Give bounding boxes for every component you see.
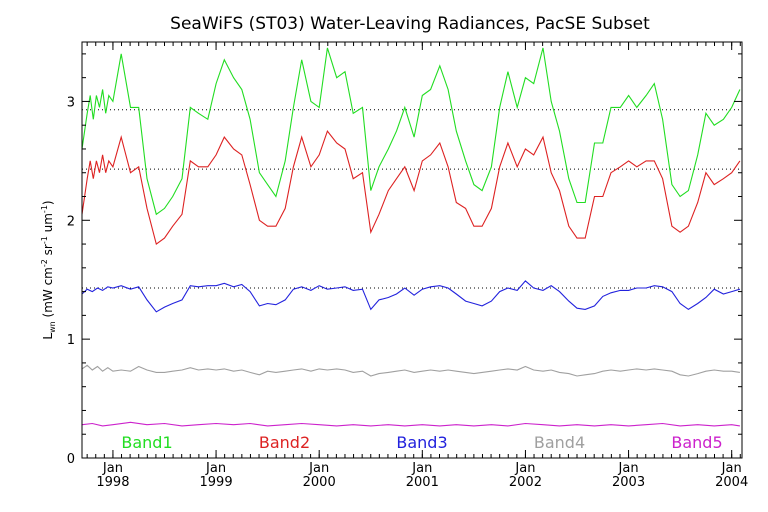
y-tick-label: 2: [67, 214, 75, 229]
ylabel-units: (mW cm: [41, 267, 55, 321]
y-tick-label: 0: [67, 452, 75, 467]
legend-label-band3: Band3: [396, 433, 447, 452]
x-tick-month-label: Jan: [721, 461, 742, 476]
plot-frame: [81, 41, 743, 459]
ylabel-main: L: [41, 333, 55, 340]
x-tick-month-label: Jan: [411, 461, 432, 476]
x-tick-year-label: 2002: [509, 475, 542, 490]
x-tick-year-label: 2003: [612, 475, 645, 490]
x-tick-year-label: 2001: [406, 475, 439, 490]
plot-area: 0123Jan1998Jan1999Jan2000Jan2001Jan2002J…: [67, 41, 748, 490]
series-line-band5: [81, 421, 740, 427]
x-tick-month-label: Jan: [205, 461, 226, 476]
series-line-band4: [81, 364, 740, 377]
x-tick-year-label: 2004: [715, 475, 748, 490]
x-tick-month-label: Jan: [308, 461, 329, 476]
chart-title: SeaWiFS (ST03) Water-Leaving Radiances, …: [170, 14, 650, 34]
ylabel-mid2: um: [41, 213, 55, 236]
y-tick-label: 1: [67, 333, 75, 348]
ylabel-sub: wn: [48, 321, 57, 333]
legend-label-band4: Band4: [534, 433, 585, 452]
x-tick-month-label: Jan: [102, 461, 123, 476]
ylabel-close: ): [41, 200, 55, 205]
y-axis-label: Lwn (mW cm-2 sr-1 um-1): [40, 200, 57, 339]
x-tick-year-label: 1999: [200, 475, 233, 490]
series-line-band3: [81, 280, 741, 313]
y-tick-label: 3: [67, 95, 75, 110]
legend-label-band2: Band2: [259, 433, 310, 452]
x-tick-year-label: 2000: [303, 475, 336, 490]
ylabel-exp3: -1: [40, 205, 49, 213]
ylabel-exp1: -2: [40, 259, 49, 267]
x-tick-month-label: Jan: [514, 461, 535, 476]
ylabel-exp2: -1: [40, 236, 49, 244]
legend-label-band5: Band5: [671, 433, 722, 452]
series-line-band2: [81, 129, 741, 246]
svg-text:Lwn (mW cm-2 sr-1 um-1): Lwn (mW cm-2 sr-1 um-1): [40, 200, 57, 339]
legend-label-band1: Band1: [121, 433, 172, 452]
x-tick-month-label: Jan: [618, 461, 639, 476]
ylabel-mid1: sr: [41, 244, 55, 259]
x-tick-year-label: 1998: [96, 475, 129, 490]
series-line-band1: [81, 47, 741, 216]
